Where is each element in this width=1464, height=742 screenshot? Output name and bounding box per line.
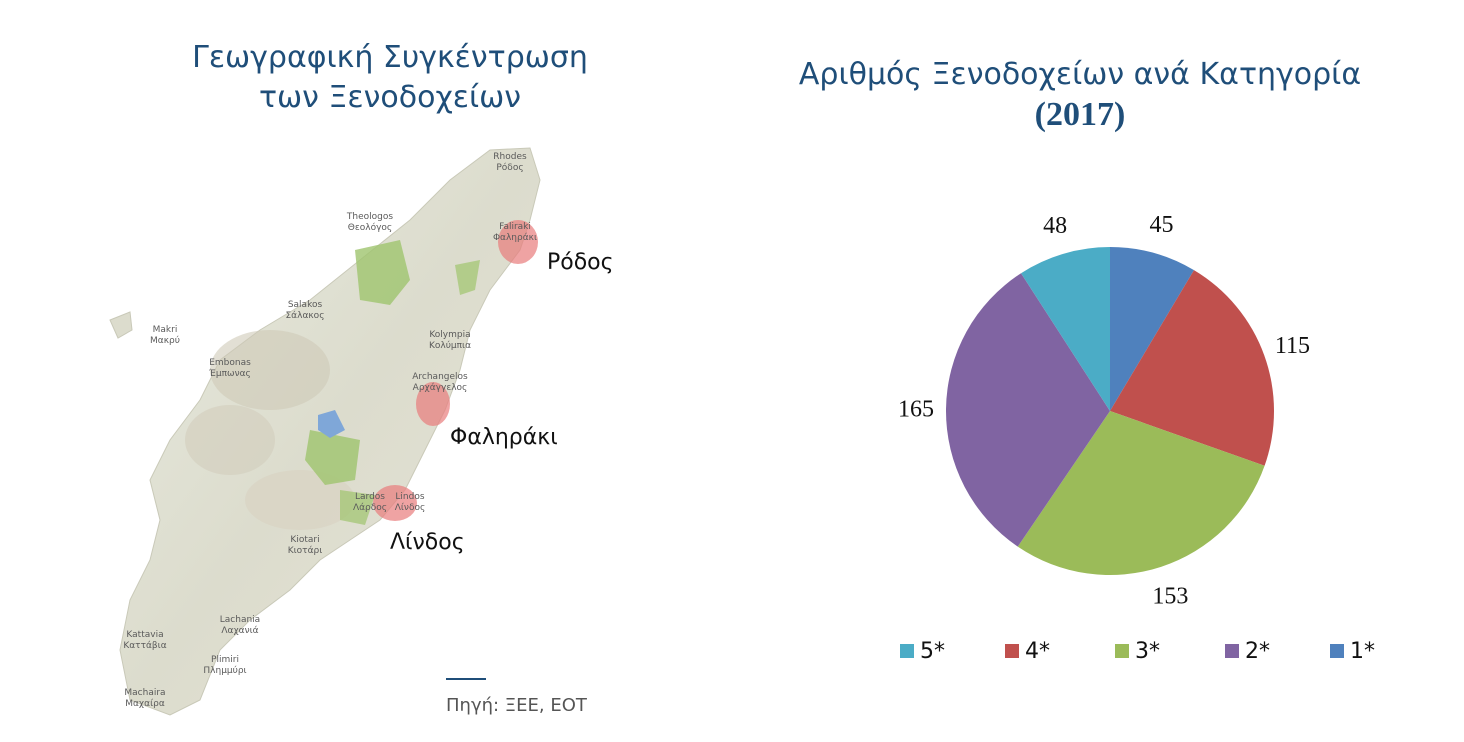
map-text-kiotari: Kiotari Κιοτάρι bbox=[287, 535, 323, 556]
pie-data-label-1star: 45 bbox=[1150, 212, 1174, 238]
pie-slice-3star bbox=[1017, 411, 1265, 575]
legend-swatch bbox=[1225, 644, 1239, 658]
map-text-lardos: Lardos Λάρδος bbox=[352, 492, 388, 513]
forest-area bbox=[340, 490, 375, 525]
rhodes-map: Rhodes Ρόδος Theologos Θεολόγος Faliraki… bbox=[90, 140, 650, 720]
legend-item-5star: 5* bbox=[900, 636, 945, 666]
lake bbox=[318, 410, 345, 438]
legend-swatch bbox=[1115, 644, 1129, 658]
map-text-plimmiri: Plimiri Πλημμύρι bbox=[203, 655, 247, 676]
pie-data-label-4star: 115 bbox=[1275, 333, 1310, 359]
forest-area bbox=[355, 240, 410, 305]
terrain-shading bbox=[245, 470, 355, 530]
map-text-emponas: Embonas Έμπωνας bbox=[209, 358, 251, 379]
city-label-lindos: Λίνδος bbox=[390, 530, 465, 555]
pie-slice-2star bbox=[946, 273, 1110, 547]
legend-label: 3* bbox=[1135, 638, 1160, 664]
legend-item-2star: 2* bbox=[1225, 636, 1270, 666]
pie-data-label-2star: 165 bbox=[898, 397, 934, 423]
chart-title-year: (2017) bbox=[1034, 96, 1126, 133]
map-text-archangelos: Archangelos Αρχάγγελος bbox=[412, 372, 468, 393]
map-text-faliraki: Faliraki Φαληράκι bbox=[492, 222, 538, 243]
islet bbox=[109, 311, 133, 339]
map-text-rhodes: Rhodes Ρόδος bbox=[493, 152, 527, 173]
pie-data-label-3star: 153 bbox=[1152, 583, 1188, 609]
terrain-shading bbox=[210, 330, 330, 410]
chart-title: Αριθμός Ξενοδοχείων ανά Κατηγορία (2017) bbox=[760, 55, 1400, 135]
map-text-kolympia: Kolympia Κολύμπια bbox=[428, 330, 472, 351]
pie-slice-1star bbox=[1110, 247, 1194, 411]
rodos-highlight bbox=[498, 220, 538, 264]
legend-label: 2* bbox=[1245, 638, 1270, 664]
legend-label: 5* bbox=[920, 638, 945, 664]
map-title-line2: των Ξενοδοχείων bbox=[258, 80, 522, 115]
legend-item-1star: 1* bbox=[1330, 636, 1375, 666]
chart-title-line1: Αριθμός Ξενοδοχείων ανά Κατηγορία bbox=[798, 57, 1362, 92]
source-divider bbox=[446, 678, 486, 680]
legend-label: 1* bbox=[1350, 638, 1375, 664]
rhodes-island-map-image bbox=[109, 147, 541, 716]
pie-slice-4star bbox=[1110, 270, 1274, 466]
map-text-makri: Makri Μακρύ bbox=[150, 325, 180, 346]
source-note: Πηγή: ΞΕΕ, ΕΟΤ bbox=[446, 695, 587, 716]
map-text-lachania: Lachania Λαχανιά bbox=[219, 615, 261, 636]
map-text-theologos: Theologos Θεολόγος bbox=[346, 212, 394, 233]
legend-item-3star: 3* bbox=[1115, 636, 1160, 666]
legend-label: 4* bbox=[1025, 638, 1050, 664]
city-label-faliraki: Φαληράκι bbox=[450, 425, 558, 450]
map-title: Γεωγραφική Συγκέντρωση των Ξενοδοχείων bbox=[130, 38, 650, 118]
map-text-messanagros: Machaira Μαχαίρα bbox=[124, 688, 166, 709]
faliraki-highlight bbox=[416, 382, 450, 426]
terrain-shading bbox=[185, 405, 275, 475]
map-text-salakos: Salakos Σάλακος bbox=[285, 300, 325, 321]
city-label-rodos: Ρόδος bbox=[547, 250, 614, 275]
map-text-lindos: Lindos Λίνδος bbox=[394, 492, 426, 513]
pie-chart: 45 115 153 165 48 bbox=[898, 212, 1310, 609]
legend-item-4star: 4* bbox=[1005, 636, 1050, 666]
pie-slice-5star bbox=[1021, 247, 1110, 411]
legend-swatch bbox=[1330, 644, 1344, 658]
pie-data-label-5star: 48 bbox=[1043, 213, 1067, 239]
chart-legend: 5* 4* 3* 2* 1* bbox=[900, 636, 1400, 666]
legend-swatch bbox=[900, 644, 914, 658]
lindos-highlight bbox=[373, 485, 417, 521]
forest-area bbox=[305, 430, 360, 485]
map-text-kattavia: Kattavia Καττάβια bbox=[123, 630, 167, 651]
map-title-line1: Γεωγραφική Συγκέντρωση bbox=[192, 40, 588, 75]
legend-swatch bbox=[1005, 644, 1019, 658]
forest-area bbox=[455, 260, 480, 295]
